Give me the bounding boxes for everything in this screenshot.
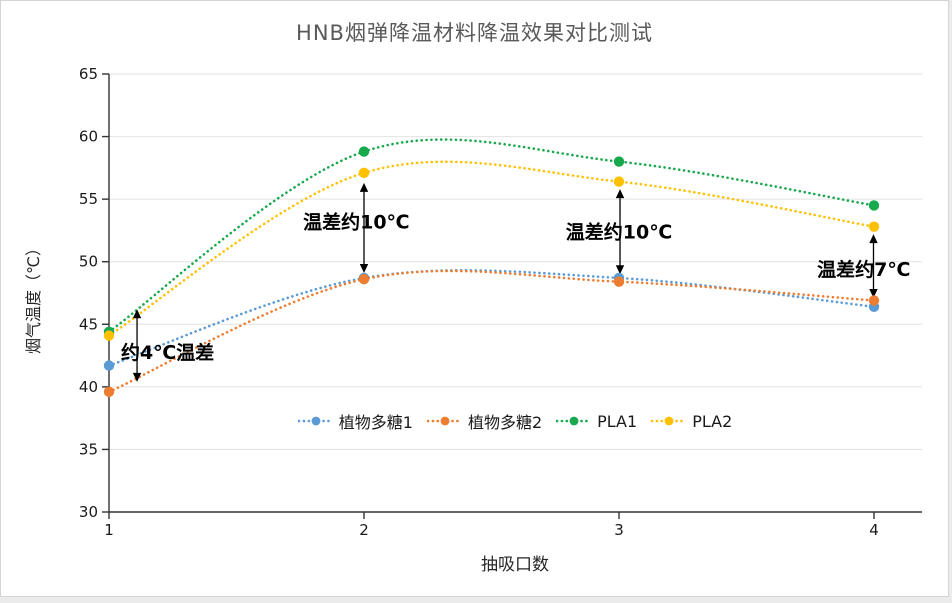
legend-marker-icon xyxy=(651,416,688,426)
x-tick-label: 2 xyxy=(359,521,369,539)
legend-item-PLA2[interactable]: PLA2 xyxy=(651,412,732,431)
x-tick-label: 1 xyxy=(104,521,114,539)
legend-label: PLA2 xyxy=(692,411,733,431)
point-PLA2-x3 xyxy=(613,176,625,187)
x-tick-label: 4 xyxy=(869,521,879,539)
axes: 30 35 40 45 50 55 60 65 1 2 3 4 xyxy=(79,65,922,539)
series-line-植物多糖2 xyxy=(107,269,876,394)
point-PLA2-x1 xyxy=(103,330,115,341)
point-植物多糖1-x1 xyxy=(103,360,115,371)
legend-item-植物多糖2[interactable]: 植物多糖2 xyxy=(426,409,543,433)
gridlines xyxy=(109,73,922,450)
y-tick-label: 30 xyxy=(79,503,98,521)
y-tick-label: 55 xyxy=(79,190,98,208)
chart-title: HNB烟弹降温材料降温效果对比测试 xyxy=(296,21,653,45)
series-lines xyxy=(107,138,876,394)
annotation-arrows xyxy=(132,182,878,382)
point-PLA1-x2 xyxy=(358,146,370,157)
series-line-PLA1 xyxy=(107,138,876,334)
y-axis-title: 烟气温度（℃） xyxy=(24,240,43,354)
y-tick-label: 60 xyxy=(79,128,98,146)
annotation-text: 温差约10℃ xyxy=(566,221,672,244)
legend-marker-icon xyxy=(556,416,593,426)
point-PLA2-x2 xyxy=(358,167,370,179)
legend: 植物多糖1 植物多糖2 PLA1 PLA2 xyxy=(109,409,921,433)
legend-label: PLA1 xyxy=(597,411,638,431)
legend-item-植物多糖1[interactable]: 植物多糖1 xyxy=(297,409,413,433)
point-植物多糖2-x4 xyxy=(868,295,880,306)
point-植物多糖2-x2 xyxy=(358,274,370,285)
y-tick-label: 45 xyxy=(79,315,98,333)
y-tick-label: 35 xyxy=(79,440,98,458)
point-PLA1-x3 xyxy=(613,156,625,167)
legend-marker-icon xyxy=(426,416,463,426)
point-PLA1-x4 xyxy=(868,200,880,211)
y-tick-label: 40 xyxy=(79,378,98,396)
legend-label: 植物多糖2 xyxy=(467,413,543,432)
series-line-植物多糖1 xyxy=(107,269,876,367)
annotation-text: 约4℃温差 xyxy=(121,341,214,364)
y-tick-label: 65 xyxy=(79,65,98,83)
annotation-text: 温差约7℃ xyxy=(817,258,910,281)
legend-marker-icon xyxy=(297,416,334,426)
annotation-labels: 约4℃温差 温差约10℃ 温差约10℃ 温差约7℃ xyxy=(121,211,910,364)
point-植物多糖2-x1 xyxy=(103,386,115,398)
x-axis-title: 抽吸口数 xyxy=(481,555,549,575)
legend-label: 植物多糖1 xyxy=(338,413,413,432)
annotation-text: 温差约10℃ xyxy=(303,211,409,234)
series-line-PLA2 xyxy=(107,160,876,337)
point-植物多糖2-x3 xyxy=(613,276,625,287)
series-points xyxy=(103,146,880,398)
point-PLA2-x4 xyxy=(868,221,880,232)
legend-item-PLA1[interactable]: PLA1 xyxy=(556,412,637,431)
y-tick-label: 50 xyxy=(79,253,98,271)
x-tick-label: 3 xyxy=(614,521,624,539)
